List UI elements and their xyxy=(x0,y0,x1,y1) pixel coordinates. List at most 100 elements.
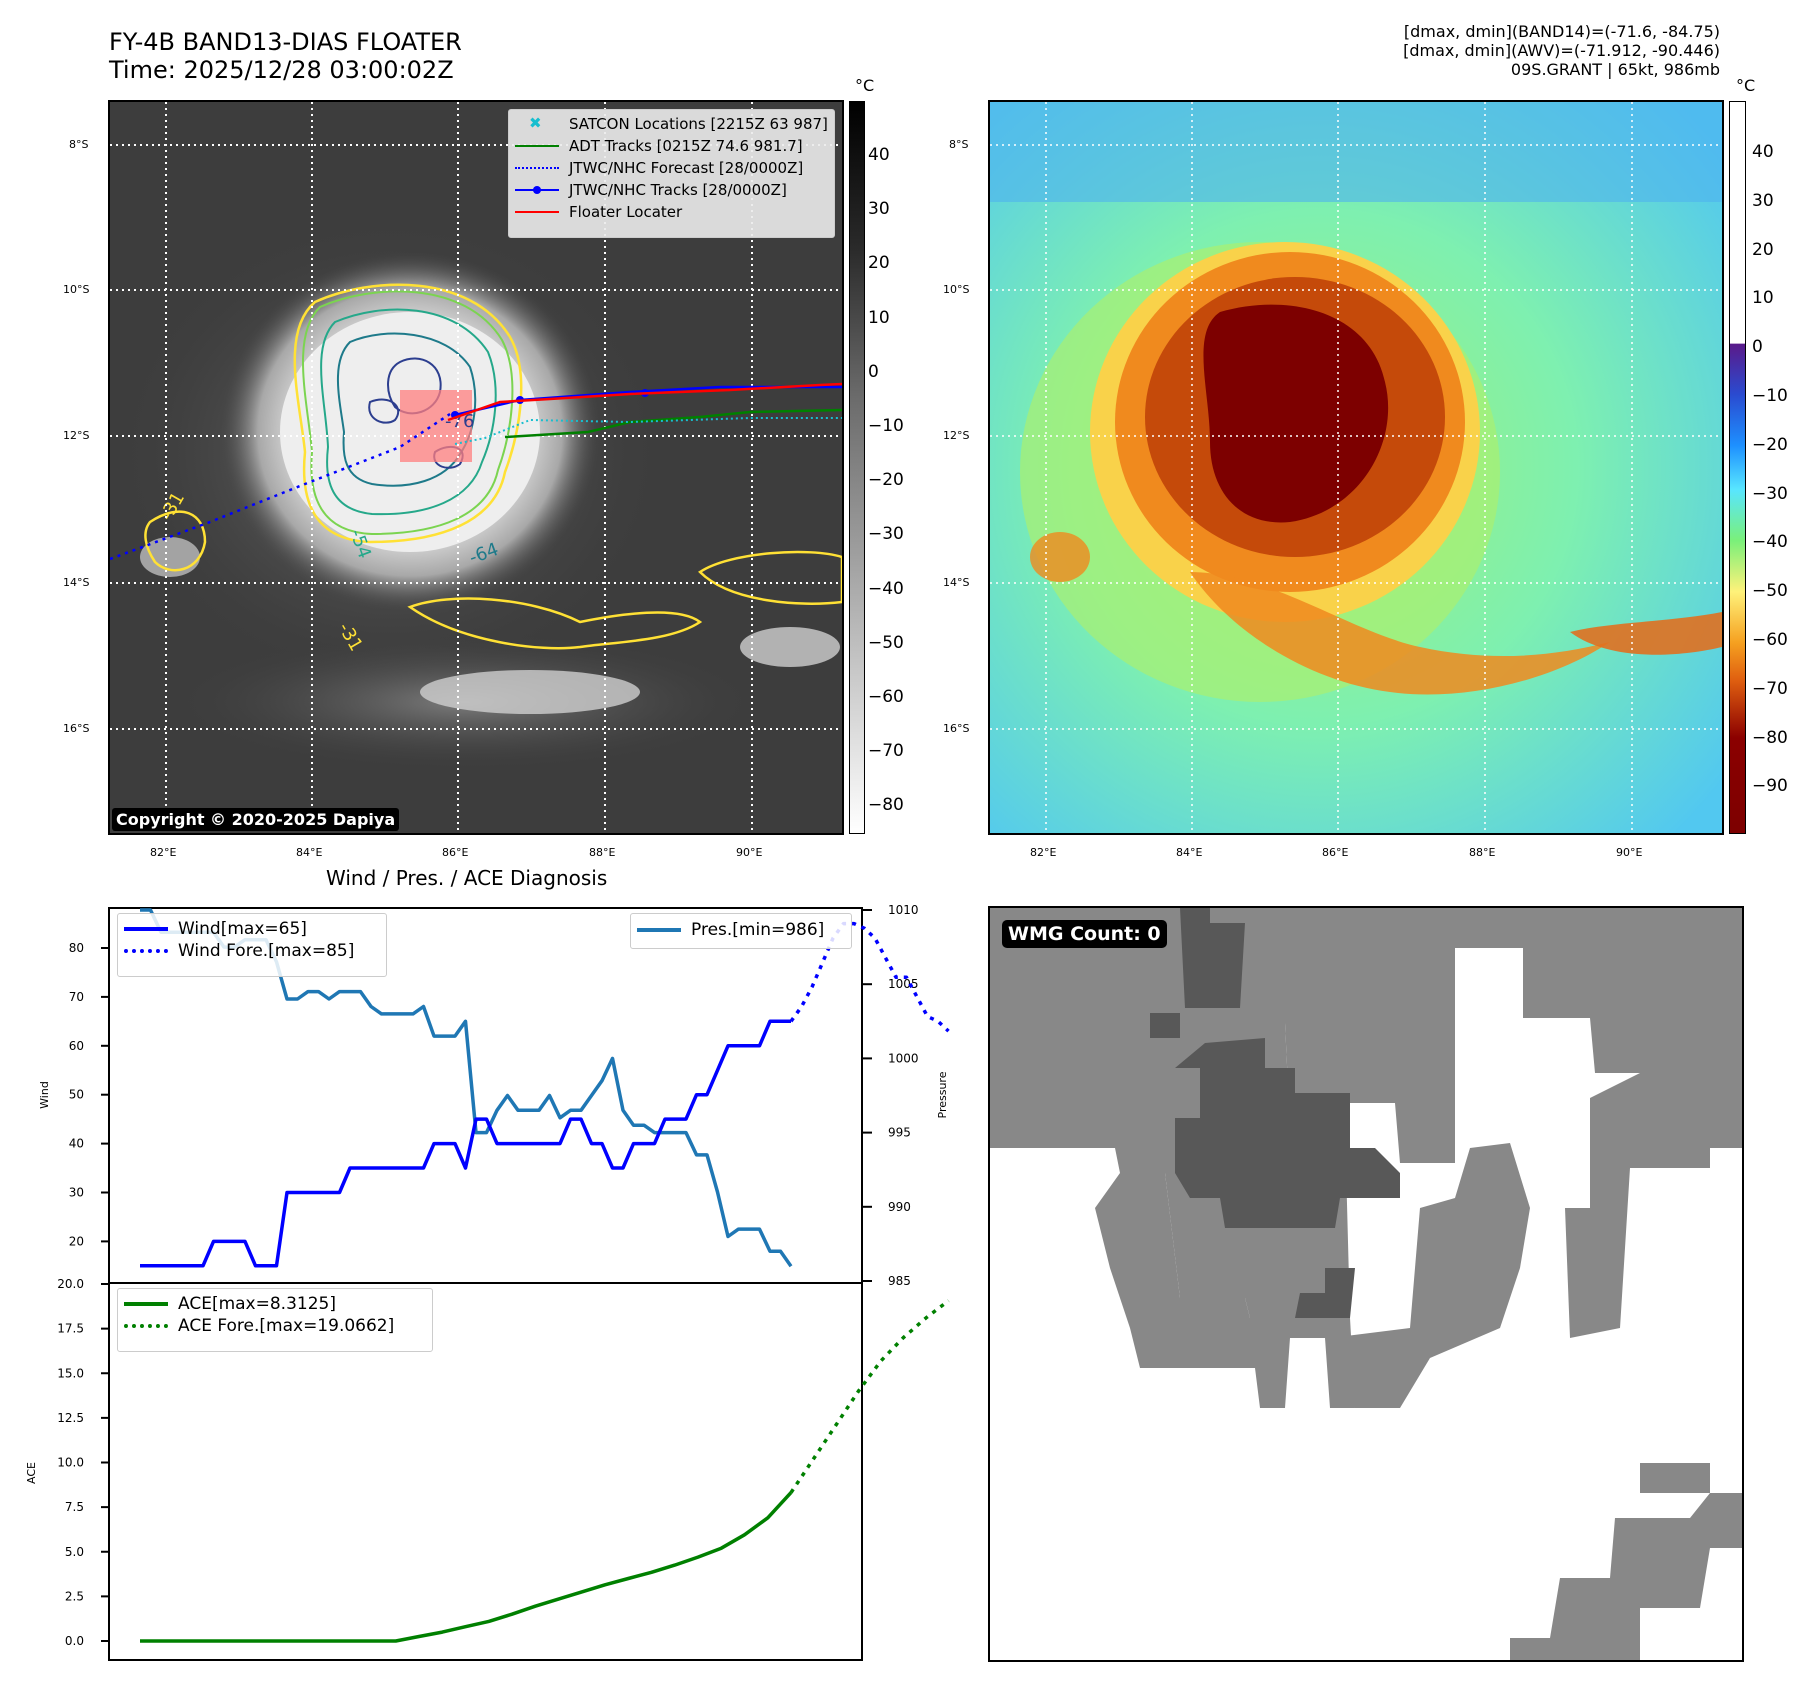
pressure-ytick-label: 990 xyxy=(888,1200,911,1214)
jtwc-track xyxy=(454,385,842,417)
wind-ytick-label: 70 xyxy=(69,990,84,1004)
lon-tick: 90°E xyxy=(1616,846,1643,859)
colorbar-tick: −50 xyxy=(868,632,904,653)
info-band14: [dmax, dmin](BAND14)=(-71.6, -84.75) xyxy=(1403,22,1720,41)
contour-navy-2 xyxy=(368,398,400,424)
chart-title: FY-4B BAND13-DIAS FLOATER xyxy=(109,28,462,56)
info-awv: [dmax, dmin](AWV)=(-71.912, -90.446) xyxy=(1403,41,1720,60)
pressure-axis-label: Pressure xyxy=(936,1071,949,1118)
wmg-canvas xyxy=(990,908,1742,1660)
pressure-ytick-label: 985 xyxy=(888,1274,911,1288)
diagnosis-title: Wind / Pres. / ACE Diagnosis xyxy=(326,866,608,890)
lon-tick: 88°E xyxy=(589,846,616,859)
legend-label: Floater Locater xyxy=(569,203,683,221)
lat-tick: 14°S xyxy=(943,576,970,589)
colorbar-tick: 30 xyxy=(868,199,890,220)
colorbar-tick: −30 xyxy=(1752,483,1788,504)
colorbar-tick: 20 xyxy=(1752,239,1774,260)
awv-gridlines xyxy=(990,102,1722,833)
colorbar-tick: 40 xyxy=(868,145,890,165)
lat-tick: 8°S xyxy=(949,138,969,151)
contour-green xyxy=(302,290,514,536)
line-dot-icon xyxy=(515,183,559,197)
legend-label: JTWC/NHC Forecast [28/0000Z] xyxy=(569,159,804,177)
colorbar-tick: −70 xyxy=(868,741,904,762)
dotted-line-icon xyxy=(124,1319,168,1333)
colorbar-tick: −90 xyxy=(1752,776,1788,797)
colorbar-unit: °C xyxy=(1736,76,1756,95)
colorbar-tick: −40 xyxy=(868,578,904,599)
lat-tick: 14°S xyxy=(63,576,90,589)
lon-tick: 90°E xyxy=(736,846,763,859)
colorbar-tick: 0 xyxy=(868,361,879,382)
wmg-cells-dark xyxy=(1150,908,1400,1318)
wind-legend: Wind[max=65] Wind Fore.[max=85] xyxy=(117,913,387,977)
lon-tick: 84°E xyxy=(1176,846,1203,859)
contour-yellow-west xyxy=(144,510,207,572)
legend-label: JTWC/NHC Tracks [28/0000Z] xyxy=(569,181,787,199)
x-marker-icon: ✖ xyxy=(529,114,542,132)
lat-tick: 10°S xyxy=(943,283,970,296)
legend-jtwc-forecast: JTWC/NHC Forecast [28/0000Z] xyxy=(509,157,834,179)
lon-tick: 84°E xyxy=(296,846,323,859)
ace-ytick-label: 0.0 xyxy=(65,1634,84,1648)
contour-yellow-band xyxy=(407,597,703,650)
wmg-panel[interactable]: WMG Count: 0 xyxy=(988,906,1744,1662)
contour-yellow-east xyxy=(698,550,842,605)
legend-label: Wind Fore.[max=85] xyxy=(178,941,355,961)
diagnosis-charts: 80 70 60 50 40 30 20 1010 1005 1000 995 990 985 20.… xyxy=(25,903,950,1661)
legend-floater: Floater Locater xyxy=(509,201,834,223)
dotted-line-icon xyxy=(515,161,559,175)
legend-ace: ACE[max=8.3125] xyxy=(118,1293,432,1315)
colorbar-tick: 10 xyxy=(1752,288,1774,309)
legend-label: Pres.[min=986] xyxy=(691,920,825,940)
ace-axes xyxy=(108,1282,863,1661)
colorbar-tick: 30 xyxy=(1752,190,1774,211)
line-icon xyxy=(124,922,168,936)
legend-ace-forecast: ACE Fore.[max=19.0662] xyxy=(118,1315,432,1337)
ace-legend: ACE[max=8.3125] ACE Fore.[max=19.0662] xyxy=(117,1288,433,1352)
colorbar-tick: −60 xyxy=(1752,630,1788,650)
lon-tick: 86°E xyxy=(442,846,469,859)
ace-line xyxy=(140,1491,793,1643)
colorbar-tick: −70 xyxy=(1752,678,1788,699)
legend-label: ACE[max=8.3125] xyxy=(178,1294,336,1314)
wmg-cells-light xyxy=(990,908,1742,1660)
ace-ytick-label: 10.0 xyxy=(57,1456,84,1470)
info-storm: 09S.GRANT | 65kt, 986mb xyxy=(1510,60,1720,79)
ace-axis-label: ACE xyxy=(25,1462,38,1484)
lat-tick: 12°S xyxy=(943,429,970,442)
line-icon xyxy=(124,1297,168,1311)
ace-ytick-label: 5.0 xyxy=(65,1545,84,1559)
awv-map-panel[interactable] xyxy=(988,100,1724,835)
colorbar-tick: −80 xyxy=(868,795,904,816)
colorbar-tick: 40 xyxy=(1752,142,1774,162)
info-block: [dmax, dmin](BAND14)=(-71.6, -84.75) [dm… xyxy=(1403,22,1720,79)
ir-map-panel[interactable]: -76 -64 -54 -31 -31 ✖ SATCON Locations [… xyxy=(108,100,844,835)
wind-ytick-label: 80 xyxy=(69,941,84,955)
legend-jtwc-tracks: JTWC/NHC Tracks [28/0000Z] xyxy=(509,179,834,201)
wmg-count-badge: WMG Count: 0 xyxy=(1002,920,1167,948)
legend-adt: ADT Tracks [0215Z 74.6 981.7] xyxy=(509,135,834,157)
lat-tick: 16°S xyxy=(63,722,90,735)
colorbar-tick: 20 xyxy=(868,253,890,274)
legend-label: Wind[max=65] xyxy=(178,919,307,939)
legend-satcon: ✖ SATCON Locations [2215Z 63 987] xyxy=(509,113,834,135)
ace-ytick-label: 7.5 xyxy=(65,1500,84,1514)
lat-tick: 8°S xyxy=(69,138,89,151)
wind-ytick-label: 30 xyxy=(69,1186,84,1200)
legend-label: ADT Tracks [0215Z 74.6 981.7] xyxy=(569,137,803,155)
floater-track xyxy=(447,382,842,422)
ace-ytick-label: 2.5 xyxy=(65,1589,84,1603)
ir-colorbar xyxy=(849,101,865,834)
adt-track xyxy=(504,408,842,439)
wind-ytick-label: 20 xyxy=(69,1234,84,1248)
awv-map-canvas xyxy=(990,102,1722,833)
wind-ytick-label: 60 xyxy=(69,1039,84,1053)
lon-tick: 88°E xyxy=(1469,846,1496,859)
contour-yellow xyxy=(293,283,523,544)
legend-wind-forecast: Wind Fore.[max=85] xyxy=(118,940,386,962)
jtwc-forecast-track xyxy=(110,412,451,561)
pressure-ytick-label: 1000 xyxy=(888,1051,919,1065)
awv-core xyxy=(1203,304,1389,523)
